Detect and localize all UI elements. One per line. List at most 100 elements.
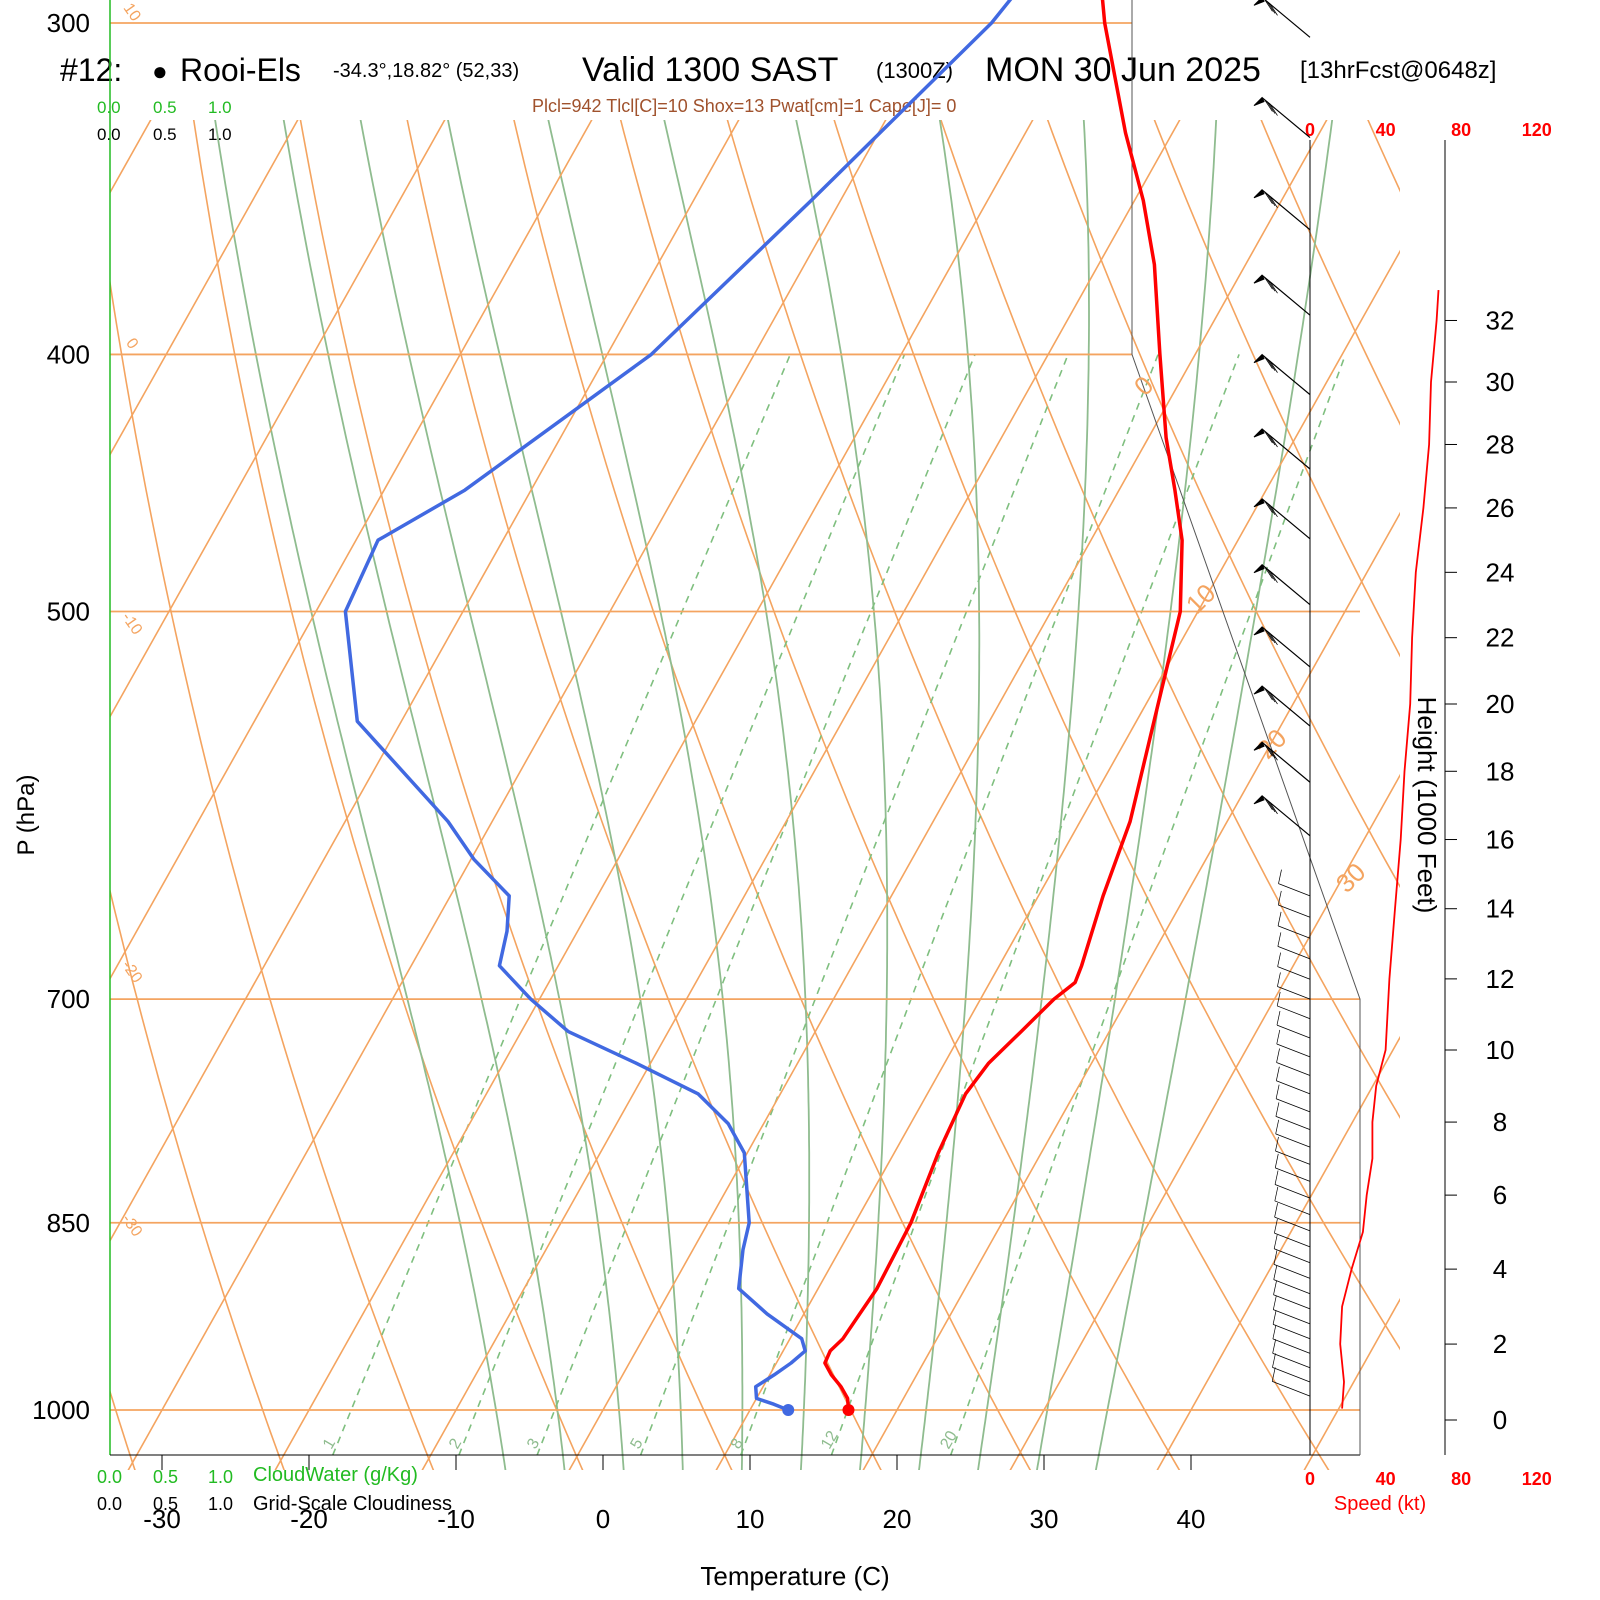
wind-barb-feather [1274, 1186, 1279, 1202]
wind-barb-flag [1253, 428, 1265, 438]
pressure-tick-label: 1000 [32, 1395, 90, 1425]
speed-tick-label: 120 [1522, 1469, 1552, 1489]
wind-barb [1272, 1323, 1311, 1340]
wind-barb [1272, 1338, 1311, 1354]
height-tick-label: 2 [1493, 1329, 1507, 1359]
dry-adiabat-line [1153, 120, 1400, 658]
mixing-ratio-line [949, 354, 1347, 1456]
cloudiness-label: Grid-Scale Cloudiness [253, 1493, 452, 1515]
wind-barb [1277, 946, 1311, 960]
wind-barb [1276, 1024, 1311, 1039]
wind-barb-feather [1264, 276, 1273, 290]
surface-temperature-point [842, 1404, 855, 1416]
wind-barb-feather [1269, 360, 1278, 373]
wind-barb [1264, 0, 1311, 38]
mixing-ratio-label: 12 [818, 1428, 842, 1452]
isotherm-label: 10 [120, 0, 144, 24]
mixing-ratio-label: 8 [728, 1436, 747, 1452]
cloudwater-top-tick-0: 0.0 [97, 98, 121, 117]
wind-barb-feather [1275, 1119, 1280, 1134]
wind-barb [1278, 883, 1311, 897]
wind-barb-feather [1269, 801, 1278, 815]
isotherm-label: -10 [118, 609, 145, 638]
mixing-ratio-line [830, 354, 1240, 1456]
wind-barb-flag [1253, 0, 1265, 6]
wind-barb-flag [1253, 497, 1265, 508]
height-tick-label: 20 [1486, 689, 1515, 719]
x-tick-label: 40 [1177, 1504, 1206, 1534]
wind-barb-feather [1266, 358, 1276, 371]
isotherms [110, 0, 1600, 1477]
wind-barb [1275, 1150, 1311, 1165]
wind-barb-feather [1277, 972, 1281, 987]
wind-barb-feather [1266, 278, 1276, 292]
wind-barb-feather [1274, 1153, 1279, 1168]
pressure-tick-label: 700 [47, 984, 90, 1014]
y-axis-title: P (hPa) [13, 775, 40, 856]
isotherm-label: -30 [118, 1211, 145, 1240]
wind-barb-feather [1277, 952, 1281, 967]
mixing-ratio-label: 20 [937, 1428, 961, 1452]
height-tick-label: 8 [1493, 1107, 1507, 1137]
mixing-ratio-line [740, 354, 1159, 1456]
moist-adiabat-line [918, 120, 981, 1470]
wind-barb-feather [1269, 3, 1278, 16]
dry-adiabat-line [1323, 0, 1600, 1477]
wind-barb-feather [1275, 1102, 1280, 1117]
wind-barb [1275, 1167, 1311, 1182]
isotherm-line [1009, 773, 1400, 1470]
wind-barb [1276, 1062, 1311, 1076]
zulu-time: (1300Z) [876, 58, 953, 83]
height-tick-label: 6 [1493, 1180, 1507, 1210]
isotherm-label: -20 [118, 958, 145, 987]
dry-adiabats [110, 0, 1600, 1477]
wind-barb-feather [1269, 748, 1278, 761]
height-tick-label: 22 [1486, 623, 1515, 653]
x-tick-label: -30 [143, 1504, 181, 1534]
moist-adiabat-line [663, 120, 811, 1470]
wind-barb-feather [1269, 570, 1278, 583]
wind-barb-feather [1269, 632, 1278, 646]
wind-barb-feather [1272, 1324, 1277, 1339]
wind-barb [1276, 1043, 1311, 1058]
dry-adiabat-line [513, 120, 1032, 1470]
isotherm-line [110, 120, 593, 981]
wind-barb [1272, 1381, 1311, 1397]
wind-barb-feather [1266, 746, 1276, 759]
pressure-tick-label: 500 [47, 596, 90, 626]
isotherm-line [862, 511, 1400, 1470]
isotherm-line [110, 120, 446, 719]
wind-barb-feather [1272, 1310, 1277, 1325]
dry-adiabat-line [726, 120, 1330, 1470]
wind-barb [1277, 966, 1311, 980]
isotherm-line [568, 120, 1328, 1470]
wind-barb-feather [1273, 1265, 1278, 1280]
x-axis-title: Temperature (C) [700, 1561, 889, 1591]
wind-barb-feather [1274, 1203, 1278, 1218]
height-tick-label: 28 [1486, 429, 1515, 459]
wind-barb-feather [1273, 1280, 1277, 1295]
wind-barb [1261, 795, 1311, 837]
wind-barb-feather [1269, 434, 1278, 448]
right-boundary-line [1131, 0, 1361, 1455]
station-number: #12: [60, 52, 122, 88]
mixing-ratio-label: 3 [524, 1436, 543, 1452]
wind-barb-feather [1276, 1048, 1280, 1063]
speed-tick-label: 40 [1376, 1469, 1396, 1489]
wind-barb-feather [1264, 566, 1273, 579]
wind-barb [1275, 1116, 1311, 1131]
mixing-ratio-line [331, 354, 792, 1456]
isotherm-line [1447, 0, 1600, 1477]
station-name: Rooi-Els [180, 52, 301, 88]
forecast-info: [13hrFcst@0648z] [1300, 57, 1496, 84]
isotherm-upper-label: 10 [1180, 578, 1222, 620]
wind-barb-feather [1266, 568, 1276, 581]
stability-indices: Plcl=942 Tlcl[C]=10 Shox=13 Pwat[cm]=1 C… [532, 96, 956, 116]
wind-barb-feather [1273, 1250, 1278, 1265]
cloudwater-tick-2: 1.0 [208, 1467, 233, 1487]
moist-adiabat-line [1036, 120, 1218, 1470]
wind-barb [1277, 925, 1311, 939]
wind-barb [1274, 1184, 1311, 1199]
dry-adiabat-line [1046, 120, 1400, 889]
